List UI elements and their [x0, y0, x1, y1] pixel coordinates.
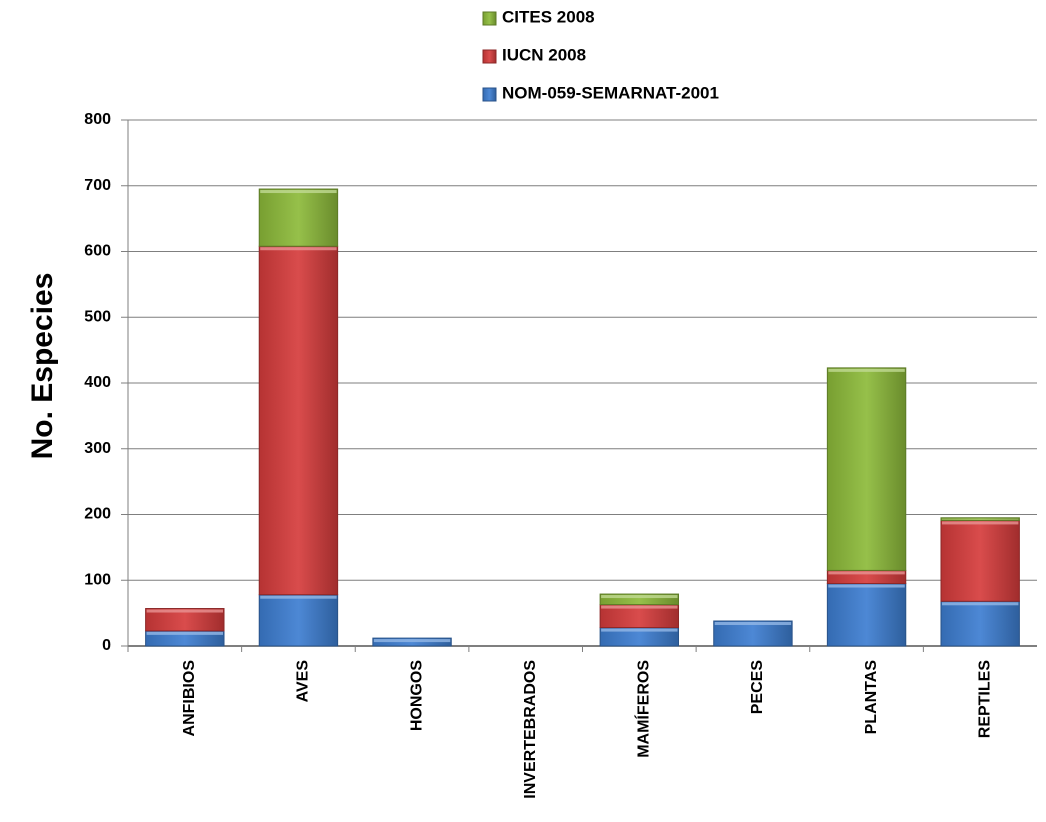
- bar-aves-cites-2008: [258, 188, 339, 247]
- y-axis-ticks: 0 100 200 300 400 500 600 700 800: [84, 111, 111, 654]
- bar-plantas-cites-2008: [826, 367, 907, 571]
- x-tick-label-anfibios: ANFIBIOS: [181, 660, 198, 737]
- bar-highlight: [260, 190, 337, 194]
- bar-highlight: [941, 521, 1019, 525]
- bar-aves-iucn-2008: [258, 245, 339, 596]
- bar-highlight: [941, 518, 1019, 520]
- bar-highlight: [146, 609, 224, 613]
- bar-reptiles-iucn-2008: [940, 519, 1020, 602]
- bar-anfibios-iucn-2008: [145, 608, 225, 632]
- bar-highlight: [260, 247, 337, 251]
- y-axis-title: No. Especies: [26, 273, 59, 460]
- y-tick-label: 400: [84, 374, 111, 391]
- bar-highlight: [146, 631, 224, 635]
- bar-reptiles-nom-059-semarnat-2001: [940, 600, 1020, 647]
- y-tick-label: 0: [102, 637, 111, 654]
- x-tick-label-aves: AVES: [295, 660, 312, 703]
- legend-label-iucn-2008: IUCN 2008: [502, 45, 586, 64]
- bar-highlight: [373, 639, 451, 643]
- x-tick-label-invertebrados: INVERTEBRADOS: [522, 660, 539, 799]
- bar-highlight: [828, 584, 905, 588]
- bar-highlight: [601, 628, 678, 632]
- legend-swatch-nom-059-semarnat-2001: [482, 87, 497, 102]
- legend-swatch-iucn-2008: [482, 49, 497, 64]
- legend-label-cites-2008: CITES 2008: [502, 7, 595, 26]
- x-tick-label-reptiles: REPTILES: [976, 660, 993, 739]
- bar-highlight: [828, 571, 905, 575]
- bar-plantas-nom-059-semarnat-2001: [826, 583, 907, 647]
- bar-highlight: [601, 595, 678, 599]
- bars: [145, 188, 1020, 647]
- bar-peces-nom-059-semarnat-2001: [713, 620, 793, 647]
- x-tick-label-hongos: HONGOS: [408, 660, 425, 731]
- bar-aves-nom-059-semarnat-2001: [258, 594, 339, 647]
- y-tick-label: 800: [84, 111, 111, 128]
- x-tick-label-mamiferos: MAMÍFEROS: [634, 660, 653, 758]
- x-axis-ticks: ANFIBIOS AVES HONGOS INVERTEBRADOS MAMÍFEROS…: [127, 646, 993, 799]
- y-tick-label: 600: [84, 243, 111, 260]
- x-tick-label-peces: PECES: [749, 660, 766, 715]
- bar-highlight: [260, 595, 337, 599]
- y-tick-label: 100: [84, 571, 111, 588]
- bar-mamiferos-cites-2008: [599, 593, 680, 606]
- legend-label-nom-059-semarnat-2001: NOM-059-SEMARNAT-2001: [502, 83, 719, 102]
- legend: CITES 2008 IUCN 2008 NOM-059-SEMARNAT-2001: [482, 7, 719, 102]
- bar-highlight: [601, 605, 678, 609]
- x-tick-label-plantas: PLANTAS: [863, 660, 880, 735]
- bar-highlight: [828, 368, 905, 372]
- y-tick-label: 300: [84, 440, 111, 457]
- y-tick-label: 700: [84, 177, 111, 194]
- y-tick-label: 500: [84, 308, 111, 325]
- bar-highlight: [714, 622, 792, 626]
- bar-highlight: [941, 602, 1019, 606]
- legend-swatch-cites-2008: [482, 11, 497, 26]
- y-tick-label: 200: [84, 506, 111, 523]
